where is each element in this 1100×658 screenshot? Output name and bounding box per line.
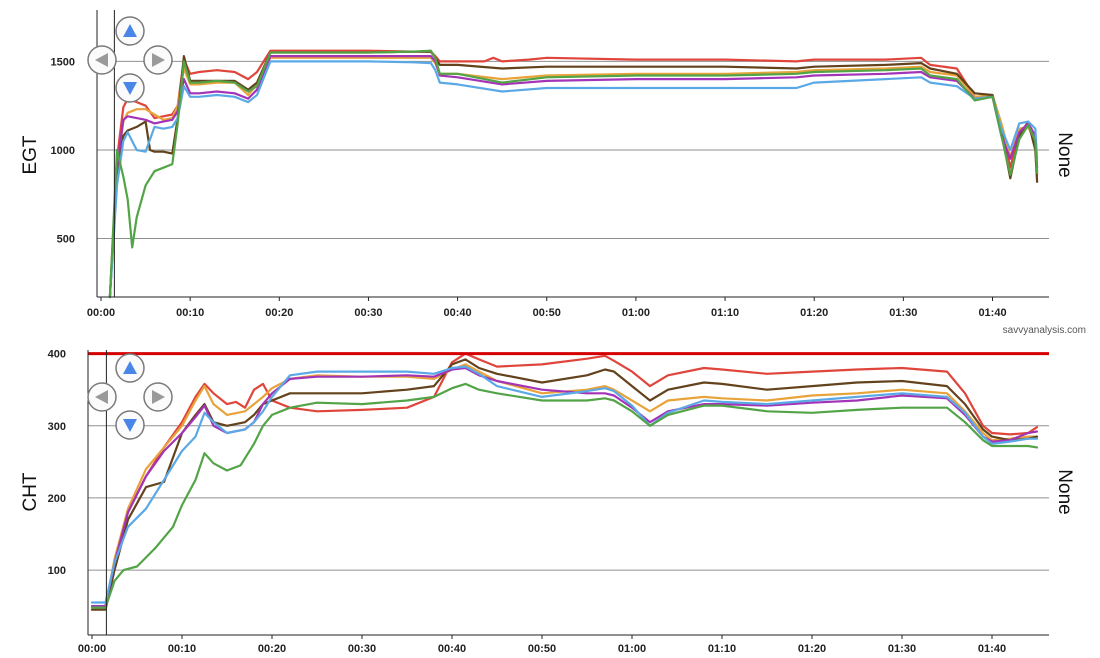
- cht-series-line-3: [90, 358, 1039, 611]
- egt-side-label: None: [1054, 132, 1075, 177]
- egt-y-tick-label: 500: [57, 234, 75, 246]
- egt-x-tick-label: 01:00: [622, 307, 650, 319]
- egt-series-line-2: [108, 56, 1039, 299]
- cht-side-label: None: [1054, 469, 1075, 514]
- right-arrow-icon: [152, 53, 165, 67]
- egt-x-tick-label: 00:50: [533, 307, 561, 319]
- cht-x-tick-label: 00:30: [348, 643, 376, 655]
- cht-series-group: [90, 352, 1039, 611]
- cht-nav-controls: [87, 353, 173, 440]
- left-arrow-icon: [95, 390, 108, 404]
- egt-x-tick-label: 01:40: [978, 307, 1006, 319]
- cht-pan-left-button[interactable]: [87, 382, 117, 412]
- up-arrow-icon: [123, 361, 137, 374]
- egt-series-line-6: [108, 49, 1039, 299]
- left-arrow-icon: [95, 53, 108, 67]
- egt-nav-controls: [87, 16, 173, 103]
- watermark: savvyanalysis.com: [1003, 325, 1086, 336]
- egt-x-tick-label: 01:20: [800, 307, 828, 319]
- egt-x-tick-label: 00:30: [354, 307, 382, 319]
- down-arrow-icon: [123, 82, 137, 95]
- cht-pan-down-button[interactable]: [115, 410, 145, 440]
- cht-series-line-2: [90, 363, 1039, 608]
- right-arrow-icon: [152, 390, 165, 404]
- cht-x-tick-label: 01:30: [888, 643, 916, 655]
- egt-x-tick-label: 00:20: [265, 307, 293, 319]
- egt-pan-down-button[interactable]: [115, 73, 145, 103]
- egt-pan-up-button[interactable]: [115, 16, 145, 46]
- cht-y-tick-label: 400: [48, 349, 66, 361]
- egt-series-line-5: [108, 60, 1039, 299]
- cht-y-tick-label: 300: [48, 421, 66, 433]
- cht-pan-right-button[interactable]: [143, 382, 173, 412]
- egt-gridlines: [97, 60, 1049, 240]
- cht-y-tick-label: 200: [48, 493, 66, 505]
- cht-x-tick-label: 00:20: [258, 643, 286, 655]
- cht-gridlines: [88, 353, 1049, 571]
- cht-x-tick-label: 01:10: [708, 643, 736, 655]
- cht-y-label: CHT: [20, 472, 41, 511]
- cht-x-tick-label: 00:10: [168, 643, 196, 655]
- egt-x-tick-label: 00:10: [176, 307, 204, 319]
- egt-y-label: EGT: [20, 135, 41, 174]
- egt-series-group: [108, 49, 1039, 299]
- cht-series-line-6: [90, 382, 1039, 609]
- cht-x-tick-label: 01:00: [618, 643, 646, 655]
- cht-series-line-5: [90, 365, 1039, 604]
- cht-x-tick-label: 01:20: [798, 643, 826, 655]
- cht-pan-up-button[interactable]: [115, 353, 145, 383]
- cht-x-tick-label: 00:50: [528, 643, 556, 655]
- cht-x-tick-label: 01:40: [978, 643, 1006, 655]
- egt-x-tick-label: 00:00: [87, 307, 115, 319]
- egt-y-ticks: 500 1000 1500: [51, 56, 75, 245]
- cht-x-ticks: 00:00 00:10 00:20 00:30 00:40 00:50 01:00 01:10…: [78, 635, 1006, 655]
- egt-x-tick-label: 00:40: [444, 307, 472, 319]
- down-arrow-icon: [123, 419, 137, 432]
- cht-y-ticks: 100 200 300 400: [48, 349, 66, 577]
- up-arrow-icon: [123, 24, 137, 37]
- cht-y-tick-label: 100: [48, 565, 66, 577]
- egt-chart: EGT None 500 1000 1500 00:00 00:10 00:20 00:3…: [20, 10, 1075, 319]
- egt-x-ticks: 00:00 00:10 00:20 00:30 00:40 00:50 01:00 01:10…: [87, 297, 1007, 319]
- egt-pan-right-button[interactable]: [143, 45, 173, 75]
- cht-x-tick-label: 00:00: [78, 643, 106, 655]
- cht-series-line-4: [90, 366, 1039, 608]
- egt-y-tick-label: 1000: [51, 145, 75, 157]
- egt-x-tick-label: 01:10: [711, 307, 739, 319]
- egt-y-tick-label: 1500: [51, 56, 75, 68]
- egt-pan-left-button[interactable]: [87, 45, 117, 75]
- egt-x-tick-label: 01:30: [889, 307, 917, 319]
- cht-x-tick-label: 00:40: [438, 643, 466, 655]
